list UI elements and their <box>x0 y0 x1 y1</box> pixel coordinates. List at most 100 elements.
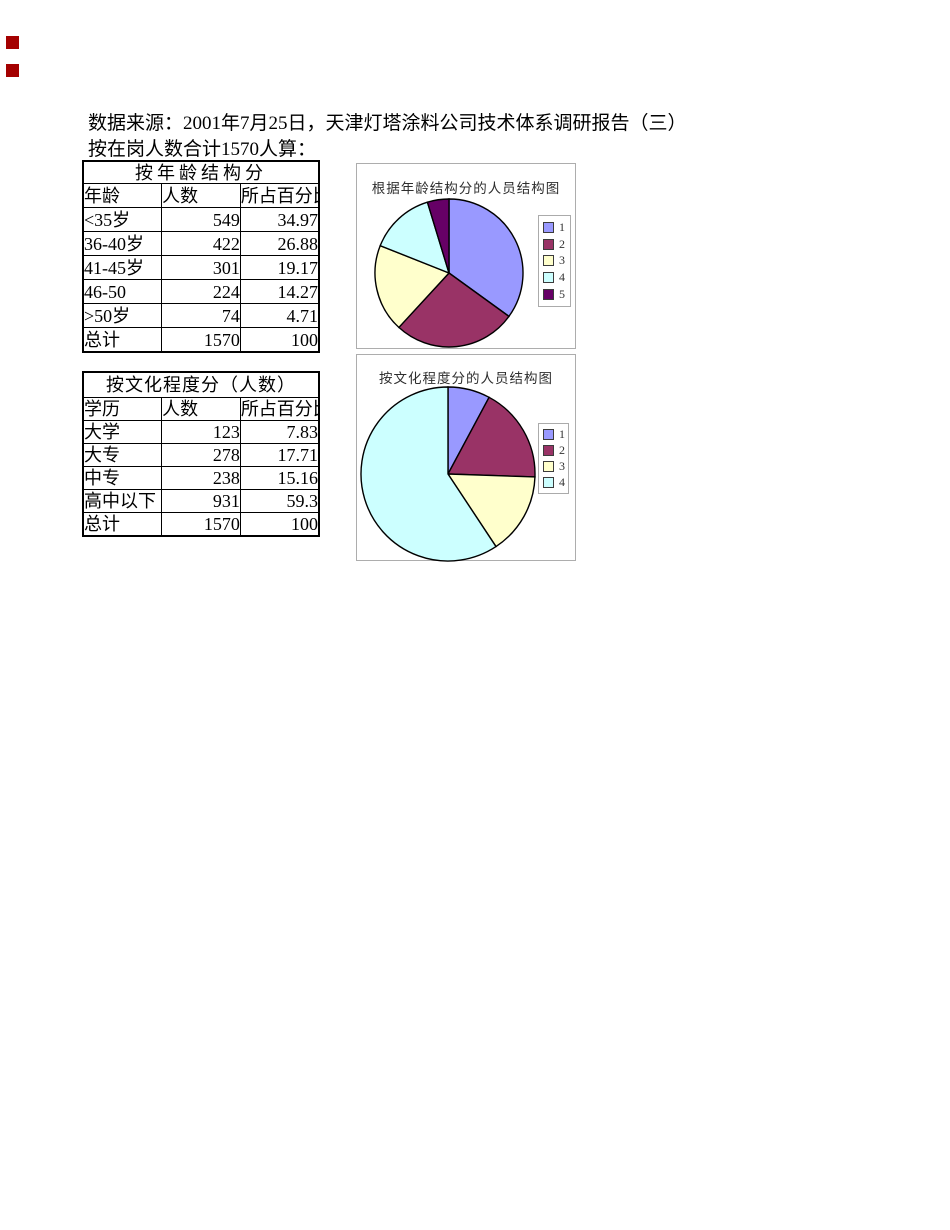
table-row: 46-50 224 14.27 <box>82 279 320 304</box>
table-title-row: 按文化程度分（人数） <box>82 371 320 398</box>
table-cell: 422 <box>161 231 241 256</box>
legend-item: 3 <box>539 253 570 268</box>
table-title: 按文化程度分（人数） <box>82 371 320 398</box>
table-cell: 26.88 <box>239 231 320 256</box>
legend-item: 2 <box>539 443 568 458</box>
legend-swatch-icon <box>543 289 554 301</box>
table-cell: 1570 <box>161 327 241 353</box>
table-cell: 100 <box>239 512 320 537</box>
table-cell: 大学 <box>82 420 163 444</box>
column-header: 人数 <box>161 183 241 208</box>
table-cell: 1570 <box>161 512 241 537</box>
table-cell: 123 <box>161 420 241 444</box>
table-cell: 549 <box>161 207 241 232</box>
legend-label: 5 <box>559 287 565 302</box>
legend-swatch-icon <box>543 221 554 233</box>
table-row: 大学 123 7.83 <box>82 420 320 444</box>
table-cell: 238 <box>161 466 241 490</box>
legend-label: 2 <box>559 236 565 251</box>
legend-item: 2 <box>539 237 570 252</box>
legend-item: 5 <box>539 287 570 302</box>
table-row: 总计 1570 100 <box>82 512 320 537</box>
table-cell: 4.71 <box>239 303 320 328</box>
pie-slice-4 <box>360 386 497 562</box>
table-cell: 总计 <box>82 512 163 537</box>
chart-title: 根据年龄结构分的人员结构图 <box>371 181 561 196</box>
legend-item: 1 <box>539 427 568 442</box>
data-source-text: 数据来源：2001年7月25日，天津灯塔涂料公司技术体系调研报告（三） <box>88 113 687 134</box>
age-structure-table: 按年龄结构分年龄人数所占百分比<35岁54934.9736-40岁42226.8… <box>82 160 320 353</box>
legend-swatch-icon <box>543 272 554 284</box>
table-cell: 中专 <box>82 466 163 490</box>
table-row: >50岁 74 4.71 <box>82 303 320 328</box>
legend-label: 3 <box>559 458 565 473</box>
pie-slice-4 <box>379 201 451 275</box>
pie-slice-2 <box>397 272 510 348</box>
table-cell: 59.3 <box>239 489 320 513</box>
legend-label: 1 <box>559 427 565 442</box>
pie <box>374 198 524 348</box>
column-header: 所占百分比 <box>239 397 320 421</box>
column-header: 年龄 <box>82 183 163 208</box>
legend-item: 1 <box>539 220 570 235</box>
table-row: 总计 1570 100 <box>82 327 320 353</box>
legend-item: 3 <box>539 459 568 474</box>
pie-slice-2 <box>446 396 536 478</box>
table-row: 高中以下 931 59.3 <box>82 489 320 513</box>
table-cell: 931 <box>161 489 241 513</box>
legend-item: 4 <box>539 270 570 285</box>
table-cell: 74 <box>161 303 241 328</box>
table-cell: 19.17 <box>239 255 320 280</box>
pie-slice-1 <box>448 198 524 318</box>
table-cell: 36-40岁 <box>82 231 163 256</box>
table-cell: 46-50 <box>82 279 163 304</box>
column-header: 所占百分比 <box>239 183 320 208</box>
table-row: 36-40岁 422 26.88 <box>82 231 320 256</box>
legend-label: 4 <box>559 270 565 285</box>
chart-title: 按文化程度分的人员结构图 <box>379 371 553 386</box>
legend-label: 2 <box>559 443 565 458</box>
table-title-row: 按年龄结构分 <box>82 160 320 184</box>
pie <box>360 386 536 562</box>
table-cell: >50岁 <box>82 303 163 328</box>
table-cell: 大专 <box>82 443 163 467</box>
legend-swatch-icon <box>543 255 554 267</box>
table-cell: 278 <box>161 443 241 467</box>
table-cell: 高中以下 <box>82 489 163 513</box>
legend: 1 2 3 4 5 <box>538 215 571 307</box>
table-title: 按年龄结构分 <box>82 160 320 184</box>
legend-swatch-icon <box>543 238 554 250</box>
legend-item: 4 <box>539 475 568 490</box>
table-cell: 17.71 <box>239 443 320 467</box>
table-cell: 224 <box>161 279 241 304</box>
table-cell: 100 <box>239 327 320 353</box>
table-cell: 41-45岁 <box>82 255 163 280</box>
table-cell: 7.83 <box>239 420 320 444</box>
table-row: <35岁 549 34.97 <box>82 207 320 232</box>
headcount-total-text: 按在岗人数合计1570人算： <box>88 139 317 160</box>
table-header-row: 学历人数所占百分比 <box>82 397 320 421</box>
column-header: 人数 <box>161 397 241 421</box>
table-cell: 15.16 <box>239 466 320 490</box>
table-header-row: 年龄人数所占百分比 <box>82 183 320 208</box>
pie-slice-5 <box>426 198 450 274</box>
table-row: 中专 238 15.16 <box>82 466 320 490</box>
red-marker <box>6 64 19 77</box>
legend-swatch-icon <box>543 445 554 457</box>
pie-slice-3 <box>446 473 536 548</box>
legend-label: 4 <box>559 474 565 489</box>
table-cell: <35岁 <box>82 207 163 232</box>
legend-swatch-icon <box>543 460 554 472</box>
age-pie-chart: 根据年龄结构分的人员结构图 1 2 3 4 5 <box>356 163 576 349</box>
legend-label: 1 <box>559 219 565 234</box>
legend-swatch-icon <box>543 476 554 488</box>
table-cell: 总计 <box>82 327 163 353</box>
table-cell: 14.27 <box>239 279 320 304</box>
education-level-table: 按文化程度分（人数）学历人数所占百分比大学1237.83大专27817.71中专… <box>82 371 320 537</box>
legend-label: 3 <box>559 253 565 268</box>
red-marker <box>6 36 19 49</box>
table-row: 大专 278 17.71 <box>82 443 320 467</box>
table-row: 41-45岁 301 19.17 <box>82 255 320 280</box>
